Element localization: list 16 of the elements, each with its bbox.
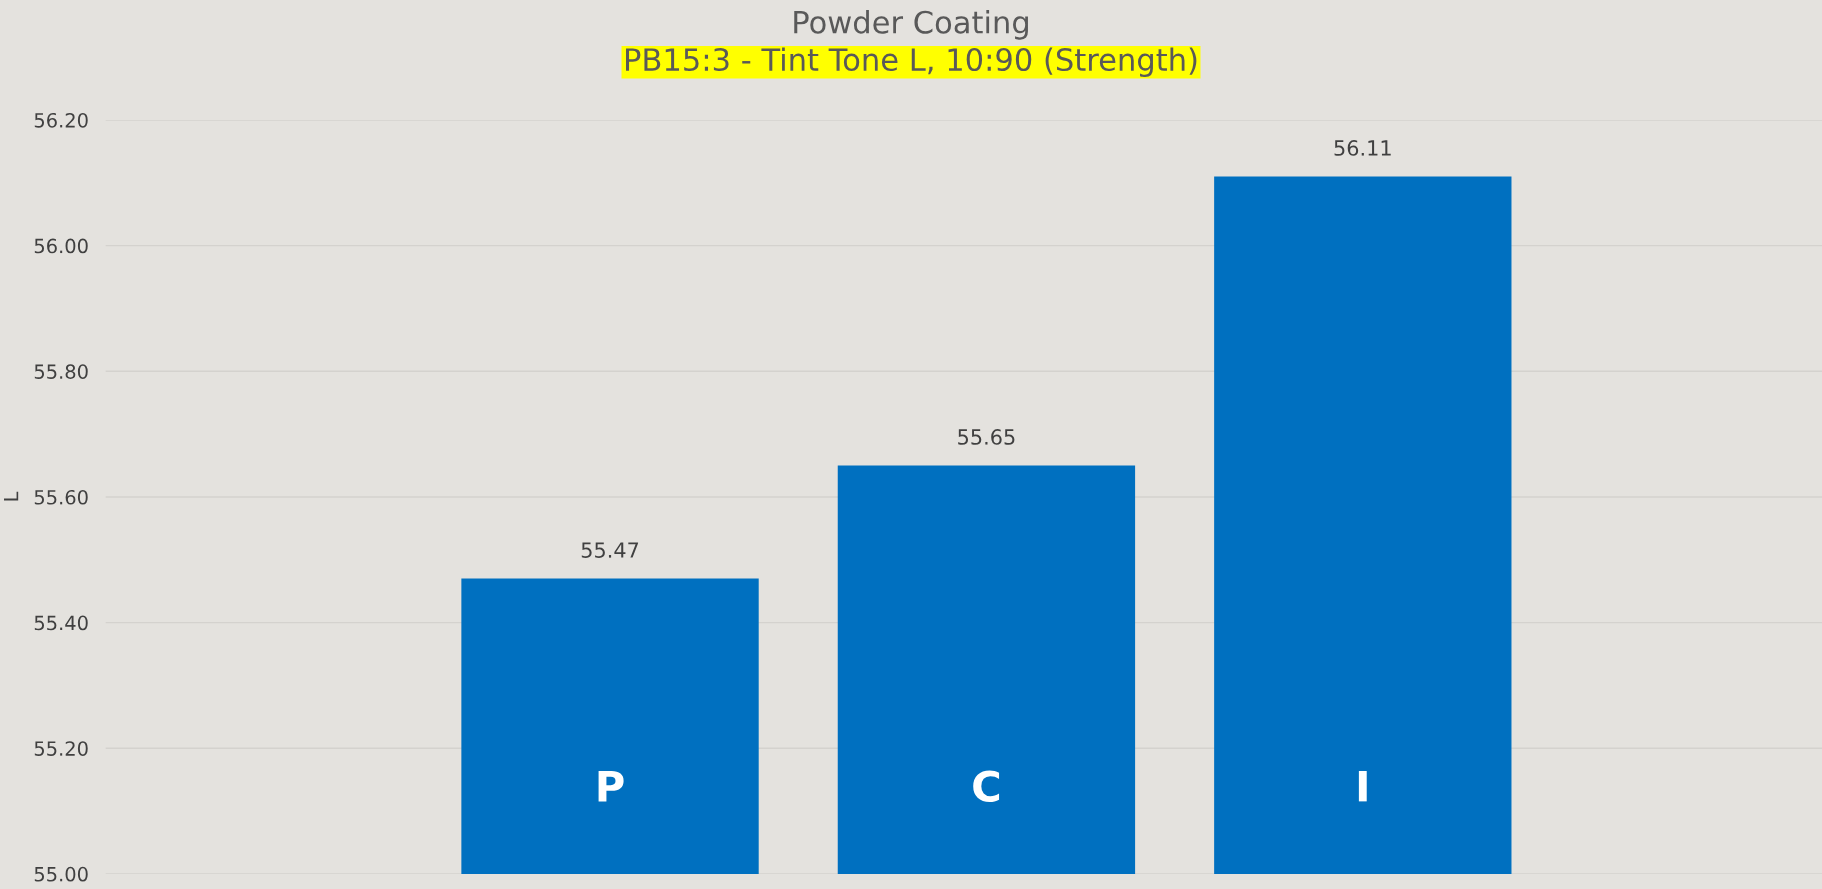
x-tick-label: P	[598, 771, 624, 802]
y-tick-label: 55.80	[34, 364, 88, 379]
x-tick-label: I	[1358, 771, 1367, 802]
chart-title: Powder Coating	[794, 10, 1028, 40]
y-tick-label: 55.60	[34, 489, 88, 505]
y-tick-label: 55.20	[34, 741, 88, 756]
chart-subtitle: PB15:3 - Tint Tone L, 10:90 (Strength)	[626, 47, 1197, 78]
data-label: 56.11	[1334, 140, 1391, 156]
x-tick-label: C	[973, 770, 1000, 802]
y-tick-label: 56.20	[34, 112, 88, 128]
data-label: 55.47	[581, 542, 639, 558]
y-tick-label: 56.00	[34, 238, 88, 254]
data-label: 55.65	[958, 429, 1015, 445]
y-tick-label: 55.00	[34, 866, 88, 882]
y-tick-label: 55.40	[34, 615, 88, 631]
y-axis-title: L	[4, 491, 19, 501]
